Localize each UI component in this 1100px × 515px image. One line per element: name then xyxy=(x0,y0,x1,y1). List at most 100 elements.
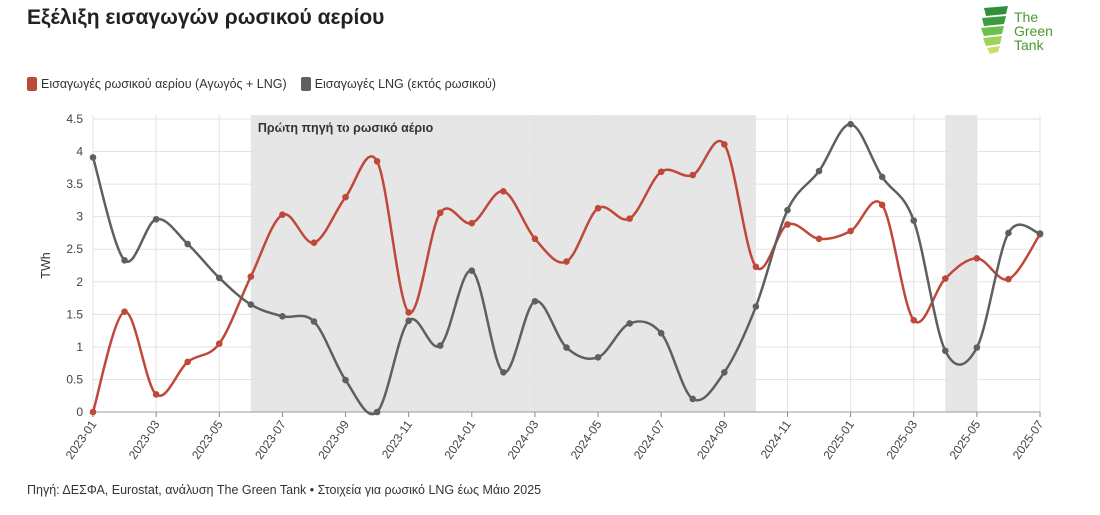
x-tick-label: 2025-07 xyxy=(1010,417,1047,461)
data-point-russian-gas xyxy=(563,258,570,265)
y-tick-label: 3 xyxy=(76,210,83,224)
data-point-russian-gas xyxy=(973,255,981,262)
data-point-lng-non-russian xyxy=(784,206,791,214)
data-point-russian-gas xyxy=(878,201,886,209)
x-tick-label: 2024-07 xyxy=(631,417,668,461)
data-point-lng-non-russian xyxy=(121,256,128,264)
x-tick-label: 2025-03 xyxy=(883,417,920,461)
data-point-russian-gas xyxy=(405,309,412,316)
legend-item-lng-non-russian[interactable]: Εισαγωγές LNG (εκτός ρωσικού) xyxy=(300,77,497,91)
legend-swatch-lng-non-russian xyxy=(300,77,311,91)
data-point-russian-gas xyxy=(626,215,633,222)
data-point-lng-non-russian xyxy=(279,312,286,320)
data-point-lng-non-russian xyxy=(878,173,886,181)
data-point-russian-gas xyxy=(373,158,381,165)
data-point-lng-non-russian xyxy=(342,376,349,384)
data-point-russian-gas xyxy=(342,193,349,201)
the-green-tank-logo: The Green Tank xyxy=(978,4,1058,60)
data-point-russian-gas xyxy=(847,227,854,235)
x-tick-label: 2025-05 xyxy=(947,417,984,461)
data-point-russian-gas xyxy=(184,358,191,366)
data-point-lng-non-russian xyxy=(89,154,97,161)
source-note: Πηγή: ΔΕΣΦΑ, Eurostat, ανάλυση The Green… xyxy=(27,483,542,497)
data-point-russian-gas xyxy=(531,235,539,243)
legend-label-russian-gas: Εισαγωγές ρωσικού αερίου (Αγωγός + LNG) xyxy=(41,77,287,91)
data-point-russian-gas xyxy=(1005,275,1012,283)
data-point-russian-gas xyxy=(279,211,286,219)
legend-label-lng-non-russian: Εισαγωγές LNG (εκτός ρωσικού) xyxy=(314,77,497,91)
x-tick-label: 2023-11 xyxy=(379,417,415,461)
data-point-lng-non-russian xyxy=(626,320,633,327)
data-point-lng-non-russian xyxy=(247,301,255,308)
data-point-lng-non-russian xyxy=(405,317,412,325)
data-point-lng-non-russian xyxy=(973,344,981,351)
data-point-lng-non-russian xyxy=(310,318,318,325)
x-tick-label: 2024-03 xyxy=(505,417,542,461)
logo-text: The Green Tank xyxy=(1014,10,1053,52)
data-point-lng-non-russian xyxy=(815,167,823,175)
y-tick-label: 1 xyxy=(76,340,83,354)
legend-swatch-russian-gas xyxy=(27,77,37,91)
data-point-russian-gas xyxy=(784,221,791,228)
data-point-lng-non-russian xyxy=(468,267,476,275)
line-chart: Πρώτη πηγή το ρωσικό αέριο00.511.522.533… xyxy=(39,112,1047,462)
data-point-russian-gas xyxy=(152,391,160,398)
x-tick-label: 2023-07 xyxy=(252,417,289,461)
data-point-lng-non-russian xyxy=(657,329,665,337)
y-tick-label: 0 xyxy=(76,405,83,419)
x-tick-label: 2025-01 xyxy=(820,417,857,461)
y-axis-title: TWh xyxy=(39,252,53,278)
x-tick-label: 2023-03 xyxy=(126,417,163,461)
chart-legend: Εισαγωγές ρωσικού αερίου (Αγωγός + LNG) … xyxy=(27,77,496,91)
data-point-russian-gas xyxy=(752,263,760,271)
data-point-russian-gas xyxy=(815,235,823,243)
data-point-lng-non-russian xyxy=(500,368,507,376)
data-point-lng-non-russian xyxy=(1036,230,1044,237)
logo-line-1: The xyxy=(1014,9,1039,25)
x-tick-label: 2023-01 xyxy=(63,417,100,461)
data-point-russian-gas xyxy=(121,308,128,316)
y-tick-label: 2 xyxy=(76,275,83,289)
y-tick-label: 4.5 xyxy=(66,112,83,126)
data-point-lng-non-russian xyxy=(594,354,602,361)
data-point-lng-non-russian xyxy=(436,342,444,349)
data-point-lng-non-russian xyxy=(152,215,160,223)
data-point-russian-gas xyxy=(657,168,665,176)
data-point-lng-non-russian xyxy=(721,368,728,376)
y-tick-label: 2.5 xyxy=(66,242,83,256)
y-tick-label: 0.5 xyxy=(66,372,83,386)
x-tick-label: 2023-09 xyxy=(315,417,352,461)
x-tick-label: 2023-05 xyxy=(189,417,226,461)
data-point-lng-non-russian xyxy=(942,347,949,355)
logo-line-2: Green xyxy=(1014,23,1053,39)
data-point-russian-gas xyxy=(247,273,255,280)
legend-item-russian-gas[interactable]: Εισαγωγές ρωσικού αερίου (Αγωγός + LNG) xyxy=(27,77,287,91)
data-point-russian-gas xyxy=(310,239,318,247)
data-point-russian-gas xyxy=(436,209,444,217)
x-tick-label: 2024-11 xyxy=(758,417,794,461)
chart-title: Εξέλιξη εισαγωγών ρωσικού αερίου xyxy=(27,6,385,29)
y-tick-label: 4 xyxy=(76,145,83,159)
data-point-lng-non-russian xyxy=(1005,229,1012,237)
x-tick-label: 2024-01 xyxy=(442,417,479,461)
data-point-russian-gas xyxy=(594,204,602,212)
data-point-russian-gas xyxy=(468,219,476,227)
logo-leaf-icon xyxy=(981,6,1008,54)
data-point-russian-gas xyxy=(910,316,918,324)
data-point-russian-gas xyxy=(89,408,97,416)
data-point-lng-non-russian xyxy=(184,240,191,248)
data-point-russian-gas xyxy=(689,171,697,179)
data-point-lng-non-russian xyxy=(563,344,570,351)
data-point-lng-non-russian xyxy=(752,303,760,310)
data-point-russian-gas xyxy=(215,340,223,347)
x-tick-label: 2024-09 xyxy=(694,417,731,461)
data-point-lng-non-russian xyxy=(689,395,697,403)
data-point-lng-non-russian xyxy=(531,298,539,305)
shaded-region-0 xyxy=(250,115,756,412)
y-tick-label: 1.5 xyxy=(66,307,83,321)
data-point-russian-gas xyxy=(721,141,728,148)
logo-line-3: Tank xyxy=(1014,37,1044,53)
y-tick-label: 3.5 xyxy=(66,177,83,191)
data-point-lng-non-russian xyxy=(373,408,381,416)
data-point-lng-non-russian xyxy=(910,217,918,224)
